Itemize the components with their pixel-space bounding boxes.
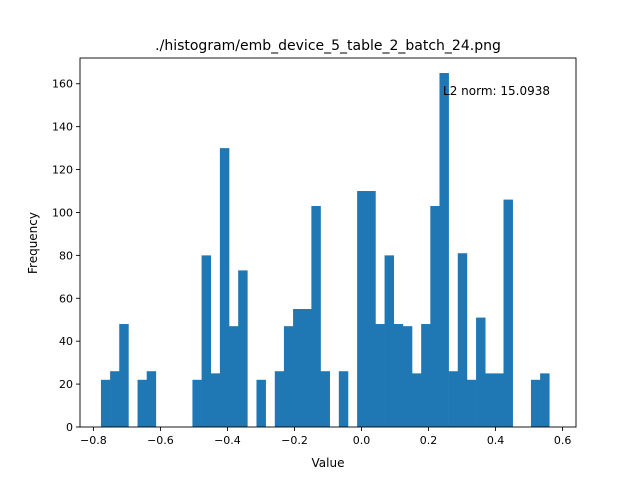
histogram-bar <box>457 253 468 427</box>
histogram-bar <box>503 199 513 427</box>
plot-frame <box>79 57 577 428</box>
y-tick-label: 40 <box>59 335 73 348</box>
histogram-bar <box>283 326 294 427</box>
histogram-bar <box>421 324 431 427</box>
histogram-bar <box>384 255 395 427</box>
x-tick-label: 0.2 <box>420 434 438 447</box>
histogram-bar <box>485 373 495 427</box>
y-tick-label: 100 <box>52 206 73 219</box>
y-tick-label: 60 <box>59 292 73 305</box>
x-tick-label: 0.6 <box>554 434 572 447</box>
histogram-bar <box>476 317 486 427</box>
x-tick-label: 0.0 <box>353 434 371 447</box>
histogram-bar <box>375 324 385 427</box>
histogram-bar <box>320 371 330 427</box>
y-tick-label: 120 <box>52 164 73 177</box>
y-axis-ticks: 0 20 40 60 80 100 120 140 160 <box>52 78 80 434</box>
histogram-bar <box>412 373 422 427</box>
histogram-bar <box>494 373 504 427</box>
histogram-bar <box>210 373 221 427</box>
histogram-bar <box>366 191 376 427</box>
y-tick-label: 140 <box>52 121 73 134</box>
histogram-bar <box>119 324 129 427</box>
histogram-bar <box>302 309 312 427</box>
histogram-bar <box>219 148 230 427</box>
histogram-bar <box>274 371 285 427</box>
y-tick-label: 160 <box>52 78 73 91</box>
x-tick-label: −0.2 <box>281 434 308 447</box>
histogram-bar <box>137 379 147 427</box>
histogram-bar <box>402 326 413 427</box>
histogram-bar <box>393 324 404 427</box>
histogram-bar <box>338 371 349 427</box>
histogram-bar <box>439 73 449 427</box>
histogram-bar <box>448 371 459 427</box>
histogram-bar <box>201 255 212 427</box>
histogram-bar <box>357 191 367 427</box>
histogram-bar <box>229 326 239 427</box>
histogram-bar <box>256 379 266 427</box>
histogram-bar <box>192 379 202 427</box>
histogram-bar <box>146 371 157 427</box>
histogram-bar <box>540 373 550 427</box>
histogram-bar <box>293 309 303 427</box>
x-tick-label: −0.4 <box>214 434 241 447</box>
histogram-bar <box>238 270 248 427</box>
histogram-bar <box>466 379 477 427</box>
y-tick-label: 0 <box>66 421 73 434</box>
chart-title: ./histogram/emb_device_5_table_2_batch_2… <box>155 38 501 54</box>
l2-norm-annotation: L2 norm: 15.0938 <box>443 84 550 98</box>
histogram-bars <box>100 73 550 427</box>
histogram-bar <box>430 206 440 427</box>
histogram-bar <box>100 379 111 427</box>
histogram-bar <box>530 379 541 427</box>
x-axis-label: Value <box>312 456 345 470</box>
histogram-bar <box>311 206 321 427</box>
y-axis-label: Frequency <box>26 212 40 274</box>
histogram-bar <box>110 371 120 427</box>
x-tick-label: 0.4 <box>487 434 505 447</box>
x-tick-label: −0.8 <box>80 434 107 447</box>
y-tick-label: 20 <box>59 378 73 391</box>
x-axis-ticks: −0.8 −0.6 −0.4 −0.2 0.0 0.2 0.4 0.6 <box>80 427 571 447</box>
y-tick-label: 80 <box>59 249 73 262</box>
x-tick-label: −0.6 <box>147 434 174 447</box>
